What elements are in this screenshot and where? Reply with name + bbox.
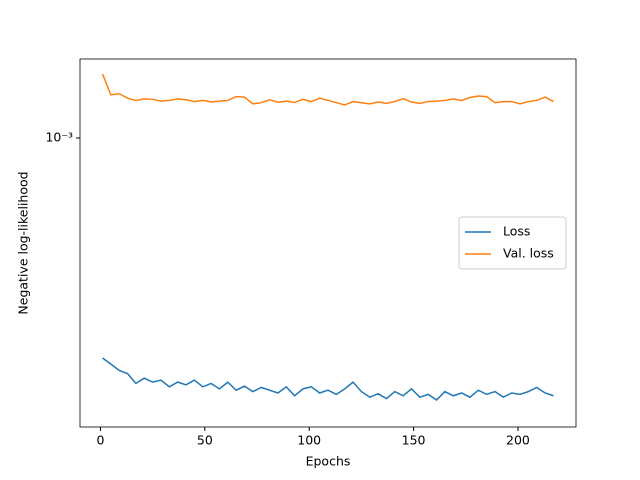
line-series xyxy=(102,357,554,401)
x-tick-label: 100 xyxy=(297,433,321,448)
x-tick-label: 150 xyxy=(402,433,426,448)
x-axis-label: Epochs xyxy=(306,454,351,469)
x-tick-label: 200 xyxy=(506,433,530,448)
legend-box xyxy=(458,216,567,270)
x-tick-label: 0 xyxy=(96,433,104,448)
legend-label: Val. loss xyxy=(503,246,554,261)
legend-label: Loss xyxy=(503,224,530,239)
y-tick-label: 10⁻³ xyxy=(45,130,73,145)
plot-frame xyxy=(79,58,577,428)
line-series xyxy=(101,73,554,106)
x-tick-label: 50 xyxy=(197,433,213,448)
y-axis-label: Negative log-likelihood xyxy=(16,171,31,314)
